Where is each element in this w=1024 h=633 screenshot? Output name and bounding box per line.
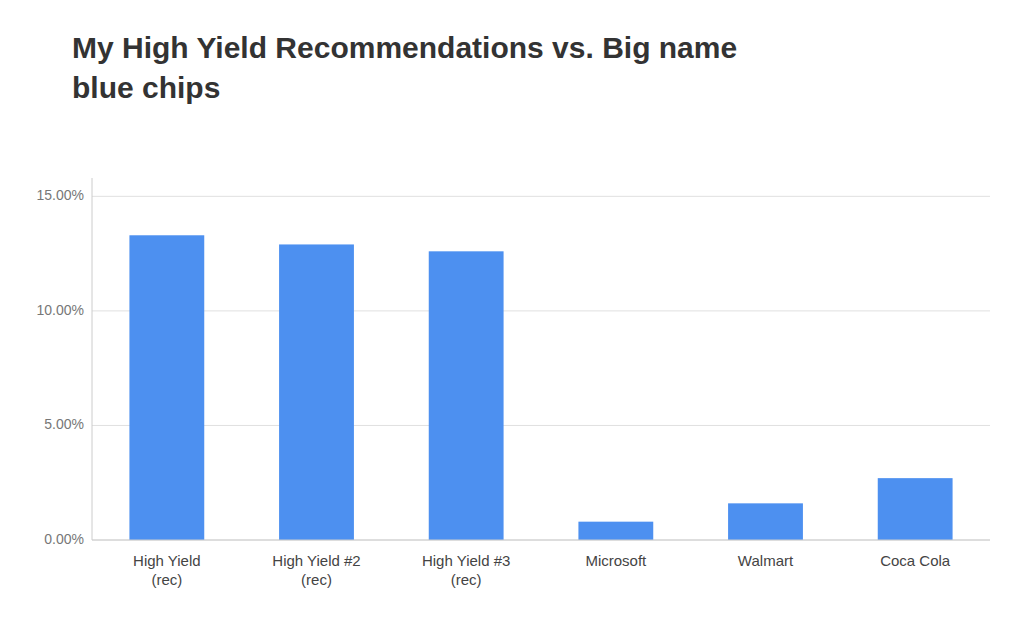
x-tick-label-line: (rec) [451,571,482,588]
x-tick-label-line: (rec) [151,571,182,588]
grid-line [92,540,990,541]
bar [878,478,953,540]
x-tick-label-line: High Yield [133,552,201,569]
x-tick-label-line: High Yield #3 [422,552,510,569]
x-tick-label-line: Walmart [738,552,794,569]
bar [728,503,803,540]
x-tick-label: Walmart [738,552,794,569]
x-tick-label: Coca Cola [880,552,951,569]
x-axis-line [92,540,990,541]
x-tick-label-line: (rec) [301,571,332,588]
grid-line [92,425,990,426]
y-tick-label: 15.00% [37,187,84,203]
grid-line [92,196,990,197]
grid-line [92,310,990,311]
x-tick-label: High Yield #3 (rec) [422,552,510,588]
y-tick-label: 0.00% [44,531,84,547]
title-line: blue chips [72,71,220,104]
x-tick-label: Microsoft [585,552,647,569]
grid [92,196,990,540]
bar [578,522,653,540]
x-tick-label-line: Coca Cola [880,552,951,569]
title: My High Yield Recommendations vs. Big na… [72,31,737,104]
bar [129,235,204,540]
y-axis-line [92,178,93,540]
x-tick-label-line: High Yield #2 [272,552,360,569]
bar [429,251,504,540]
x-tick-label: High Yield #2 (rec) [272,552,360,588]
title-line: My High Yield Recommendations vs. Big na… [72,31,737,64]
x-tick-label: High Yield (rec) [133,552,201,588]
chart: My High Yield Recommendations vs. Big na… [0,0,1024,633]
x-tick-label-line: Microsoft [585,552,647,569]
y-tick-label: 10.00% [37,302,84,318]
y-tick-label: 5.00% [44,416,84,432]
bar [279,244,354,540]
